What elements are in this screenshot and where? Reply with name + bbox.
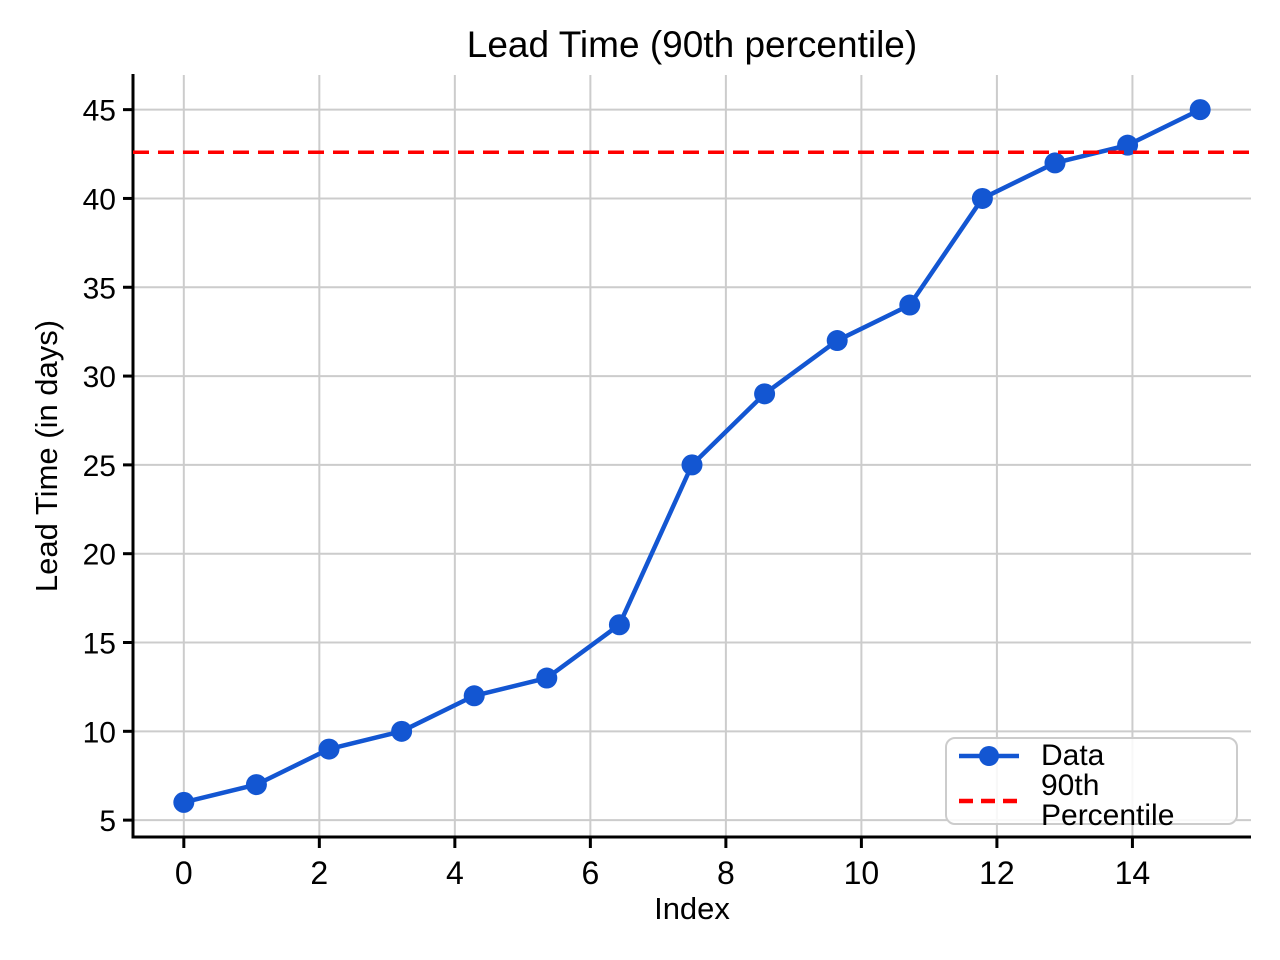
y-tick-label: 25 xyxy=(83,450,116,483)
y-tick-label: 40 xyxy=(83,183,116,216)
y-tick-label: 30 xyxy=(83,361,116,394)
data-point-marker xyxy=(826,330,848,352)
data-point-marker xyxy=(1044,152,1066,174)
data-point-marker xyxy=(608,614,630,636)
data-point-marker xyxy=(318,738,340,760)
x-axis-label: Index xyxy=(654,891,730,926)
data-series-sample-icon xyxy=(959,746,1019,766)
data-point-marker xyxy=(754,383,776,405)
x-tick-label: 6 xyxy=(581,855,599,891)
data-point-marker xyxy=(391,720,413,742)
legend-label-data: Data xyxy=(1041,739,1105,772)
legend-entry-data: Data xyxy=(957,741,1236,771)
x-tick-label: 10 xyxy=(844,855,880,891)
y-tick-labels: 5 10 15 20 25 30 35 40 45 xyxy=(83,95,116,838)
chart-title: Lead Time (90th percentile) xyxy=(466,24,918,65)
y-tick-label: 45 xyxy=(83,95,116,128)
legend-marker-sample xyxy=(979,746,999,766)
data-point-marker xyxy=(173,791,195,813)
y-tick-label: 35 xyxy=(83,272,116,305)
y-tick-label: 20 xyxy=(83,539,116,572)
data-point-marker xyxy=(1189,99,1211,121)
data-series-markers xyxy=(173,99,1211,813)
y-axis-label: Lead Time (in days) xyxy=(29,319,64,593)
y-tick-label: 15 xyxy=(83,628,116,661)
y-tick-label: 10 xyxy=(83,716,116,749)
data-point-marker xyxy=(971,187,993,209)
x-tick-label: 12 xyxy=(979,855,1015,891)
x-tick-label: 0 xyxy=(175,855,193,891)
data-point-marker xyxy=(463,685,485,707)
x-tick-label: 4 xyxy=(446,855,464,891)
percentile-line-sample-icon xyxy=(959,798,1019,804)
legend: Data 90th Percentile xyxy=(945,737,1238,831)
legend-label-percentile: 90th Percentile xyxy=(1041,769,1175,832)
data-point-marker xyxy=(245,774,267,796)
data-point-marker xyxy=(681,454,703,476)
x-tick-label: 14 xyxy=(1115,855,1151,891)
x-tick-labels: 0 2 4 6 8 10 12 14 xyxy=(175,855,1150,891)
x-tick-label: 2 xyxy=(310,855,328,891)
legend-entry-percentile: 90th Percentile xyxy=(957,771,1236,831)
data-point-marker xyxy=(1117,134,1139,156)
tick-marks xyxy=(123,108,1134,848)
y-tick-label: 5 xyxy=(99,805,116,838)
data-point-marker xyxy=(536,667,558,689)
data-point-marker xyxy=(899,294,921,316)
x-tick-label: 8 xyxy=(717,855,735,891)
